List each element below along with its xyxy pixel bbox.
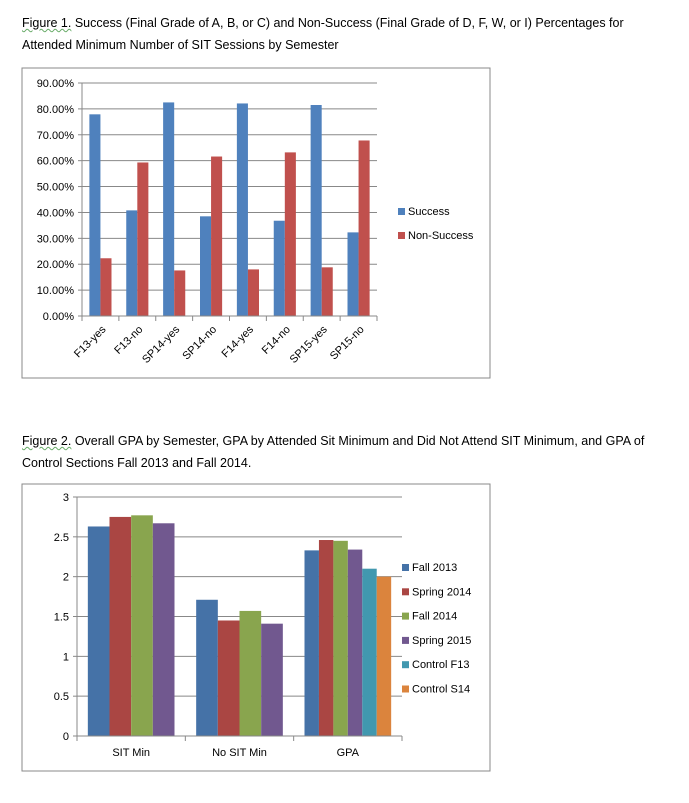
bar-non-success [247, 269, 259, 316]
bar-non-success [284, 152, 296, 316]
bar-success [200, 216, 212, 316]
figure2-caption: Figure 2. Overall GPA by Semester, GPA b… [22, 430, 672, 474]
legend-label: Non-Success [408, 230, 474, 242]
figure2-caption-text: Overall GPA by Semester, GPA by Attended… [22, 434, 645, 470]
bar-success [163, 102, 175, 317]
bar-non-success [100, 258, 112, 316]
figure1-label: Figure 1. [22, 16, 72, 30]
y-tick-label: 0.00% [43, 311, 74, 323]
bar-non-success [174, 270, 186, 316]
bar-non-success [137, 162, 149, 316]
bar-success [273, 220, 285, 316]
bar-non-success [211, 156, 223, 316]
y-tick-label: 20.00% [37, 259, 75, 271]
bar-success [236, 103, 248, 316]
bar-non-success [358, 140, 370, 316]
y-tick-label: 30.00% [37, 233, 75, 245]
y-tick-label: 70.00% [37, 130, 75, 142]
y-tick-label: 90.00% [37, 78, 75, 90]
legend-label: Success [408, 206, 450, 218]
y-tick-label: 60.00% [37, 156, 75, 168]
bar-success [347, 232, 359, 316]
y-tick-label: 40.00% [37, 207, 75, 219]
legend-swatch [398, 208, 405, 215]
figure1-caption-text: Success (Final Grade of A, B, or C) and … [22, 16, 624, 52]
y-tick-label: 50.00% [37, 182, 75, 194]
bar-success [126, 210, 138, 316]
y-tick-label: 10.00% [37, 285, 75, 297]
bar-success [89, 114, 101, 316]
legend-swatch [398, 232, 405, 239]
figure1-caption: Figure 1. Success (Final Grade of A, B, … [22, 12, 672, 56]
bar-success [310, 105, 322, 316]
figure2-label: Figure 2. [22, 434, 72, 448]
bar-non-success [321, 267, 333, 316]
y-tick-label: 80.00% [37, 104, 75, 116]
